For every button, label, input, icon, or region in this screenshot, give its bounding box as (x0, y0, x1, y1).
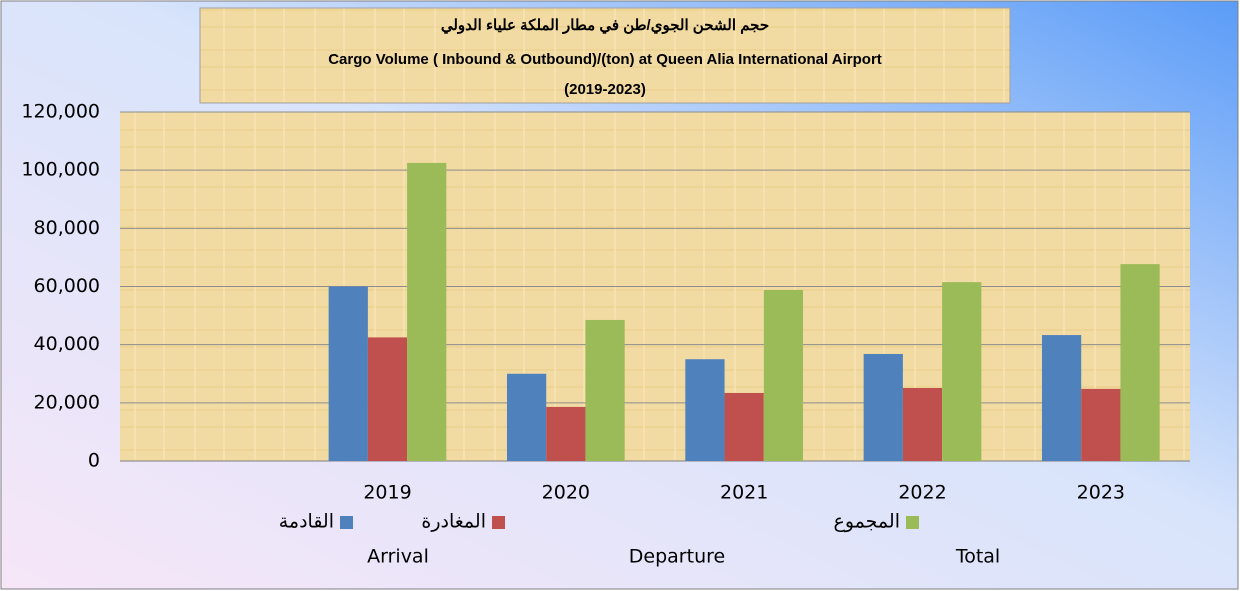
legend-label: المغادرة (421, 511, 486, 533)
bar (407, 162, 447, 462)
y-tick-label: 100,000 (21, 159, 100, 181)
bar (585, 319, 625, 461)
y-tick-label: 0 (88, 450, 100, 472)
legend-swatch (340, 516, 353, 529)
legend-swatch (492, 516, 505, 529)
title-box (199, 7, 1011, 104)
legend-label: Departure (629, 546, 725, 568)
bar (546, 406, 586, 461)
chart-title: (2019-2023) (564, 81, 646, 98)
x-tick-label: 2020 (542, 482, 590, 504)
x-tick-label: 2022 (898, 482, 946, 504)
y-tick-label: 120,000 (21, 101, 100, 123)
bar (328, 286, 368, 461)
y-tick-label: 80,000 (34, 217, 100, 239)
x-tick-label: 2023 (1077, 482, 1125, 504)
bar (863, 353, 903, 461)
legend-label: Total (955, 546, 1000, 568)
bar (1081, 388, 1121, 461)
bar (763, 289, 804, 461)
legend-label: المجموع (834, 511, 900, 533)
bar (685, 359, 725, 461)
bar (942, 282, 982, 461)
bar (724, 392, 764, 461)
legend-label: القادمة (279, 511, 334, 533)
chart-title: Cargo Volume ( Inbound & Outbound)/(ton)… (328, 51, 882, 68)
x-tick-label: 2019 (363, 482, 411, 504)
bar (902, 388, 943, 461)
chart-title: حجم الشحن الجوي/طن في مطار الملكة علياء … (441, 17, 769, 35)
legend-swatch (906, 516, 919, 529)
bar (1120, 264, 1160, 461)
bar (1041, 335, 1082, 461)
y-tick-label: 60,000 (34, 275, 100, 297)
legend-label: Arrival (367, 546, 429, 568)
x-tick-label: 2021 (720, 482, 768, 504)
y-tick-label: 20,000 (34, 391, 100, 413)
y-tick-label: 40,000 (34, 333, 100, 355)
bar (367, 337, 408, 461)
bar (506, 373, 547, 461)
